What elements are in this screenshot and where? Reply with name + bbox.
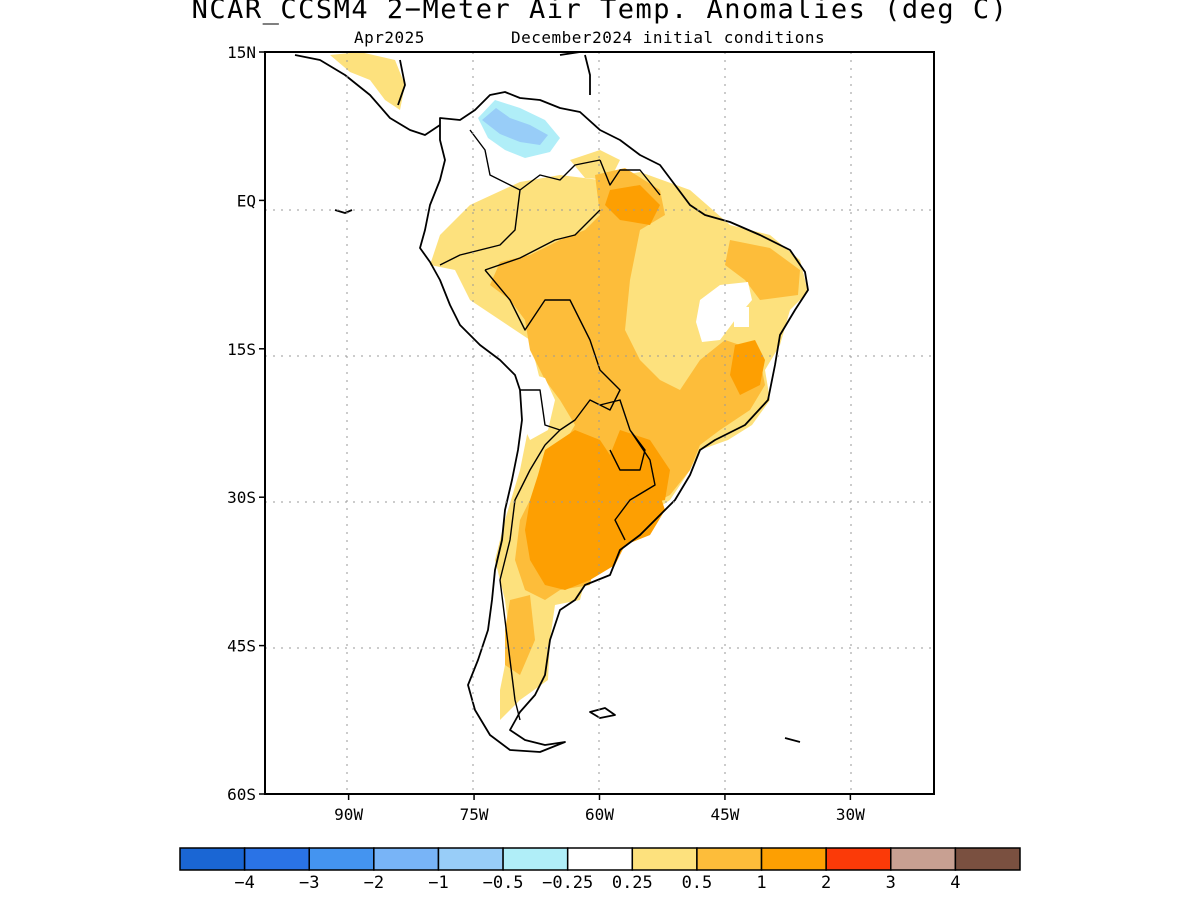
- colorbar-swatch: [566, 847, 634, 871]
- colorbar-swatch: [890, 847, 957, 871]
- anomaly-region-orange-east-brazil: [725, 240, 800, 300]
- anomaly-region-blue-maracaibo: [482, 108, 548, 145]
- colorbar-label: −1: [428, 873, 448, 893]
- anomaly-region-light-yellow-central-america: [330, 52, 405, 110]
- initial-conditions-label: December2024 initial conditions: [511, 28, 826, 47]
- colorbar: −4 −3 −2 −1 −0.5 −0.25 0.25 0.5 1 2 3 4: [179, 847, 1021, 893]
- falkland-islands: [589, 707, 616, 719]
- colorbar-swatch: [696, 847, 763, 871]
- anomaly-region-neutral-andes: [518, 370, 555, 440]
- colorbar-swatch: [308, 847, 375, 871]
- anomaly-region-neutral-brazil: [696, 282, 752, 342]
- y-tick-label: 60S: [227, 785, 256, 804]
- y-tick-label: 15N: [227, 43, 256, 62]
- colorbar-label: 1: [756, 873, 766, 893]
- colorbar-swatch: [179, 847, 246, 871]
- colorbar-swatch: [760, 847, 827, 871]
- x-tick-label: 90W: [334, 805, 363, 824]
- anomaly-region-orange-patagonia: [505, 595, 535, 675]
- country-borders: [439, 129, 661, 721]
- colorbar-swatch: [373, 847, 440, 871]
- colorbar-swatch: [825, 847, 892, 871]
- anomaly-region-deep-orange-amazon-north: [605, 185, 660, 225]
- x-tick-label: 30W: [836, 805, 865, 824]
- colorbar-label: 0.25: [612, 873, 653, 893]
- valid-month-label: Apr2025: [354, 28, 425, 47]
- y-axis: 15N EQ 15S 30S 45S 60S: [227, 43, 265, 804]
- colorbar-swatch: [631, 847, 698, 871]
- colorbar-label: 4: [950, 873, 960, 893]
- x-axis: 90W 75W 60W 45W 30W: [334, 794, 865, 824]
- anomaly-region-deep-orange-argentina: [525, 430, 665, 590]
- central-america-coastline: [294, 54, 441, 136]
- y-tick-label: 15S: [227, 340, 256, 359]
- colorbar-label: 2: [821, 873, 831, 893]
- colorbar-label: −0.5: [483, 873, 524, 893]
- colorbar-label: −2: [364, 873, 384, 893]
- coastlines: [294, 52, 809, 753]
- colorbar-label: −4: [234, 873, 254, 893]
- y-tick-label: 30S: [227, 488, 256, 507]
- x-tick-label: 75W: [460, 805, 489, 824]
- anomaly-region-neutral-square: [734, 307, 749, 327]
- anomaly-region-deep-orange-east: [730, 340, 765, 395]
- colorbar-label: −3: [299, 873, 319, 893]
- caribbean-coastline: [559, 52, 591, 95]
- y-tick-label: EQ: [237, 191, 256, 210]
- chart-title: NCAR_CCSM4 2−Meter Air Temp. Anomalies (…: [191, 0, 1009, 25]
- colorbar-swatch: [437, 847, 504, 871]
- galapagos-islands: [334, 209, 353, 214]
- colorbar-swatch: [954, 847, 1021, 871]
- colorbar-label: 3: [886, 873, 896, 893]
- south-america-coastline: [419, 91, 809, 753]
- x-tick-label: 60W: [585, 805, 614, 824]
- anomaly-shading: [330, 52, 808, 720]
- colorbar-swatch: [243, 847, 310, 871]
- south-georgia: [784, 737, 801, 743]
- x-tick-label: 45W: [710, 805, 739, 824]
- colorbar-label: 0.5: [682, 873, 713, 893]
- y-tick-label: 45S: [227, 637, 256, 656]
- colorbar-swatch: [502, 847, 569, 871]
- colorbar-label: −0.25: [542, 873, 593, 893]
